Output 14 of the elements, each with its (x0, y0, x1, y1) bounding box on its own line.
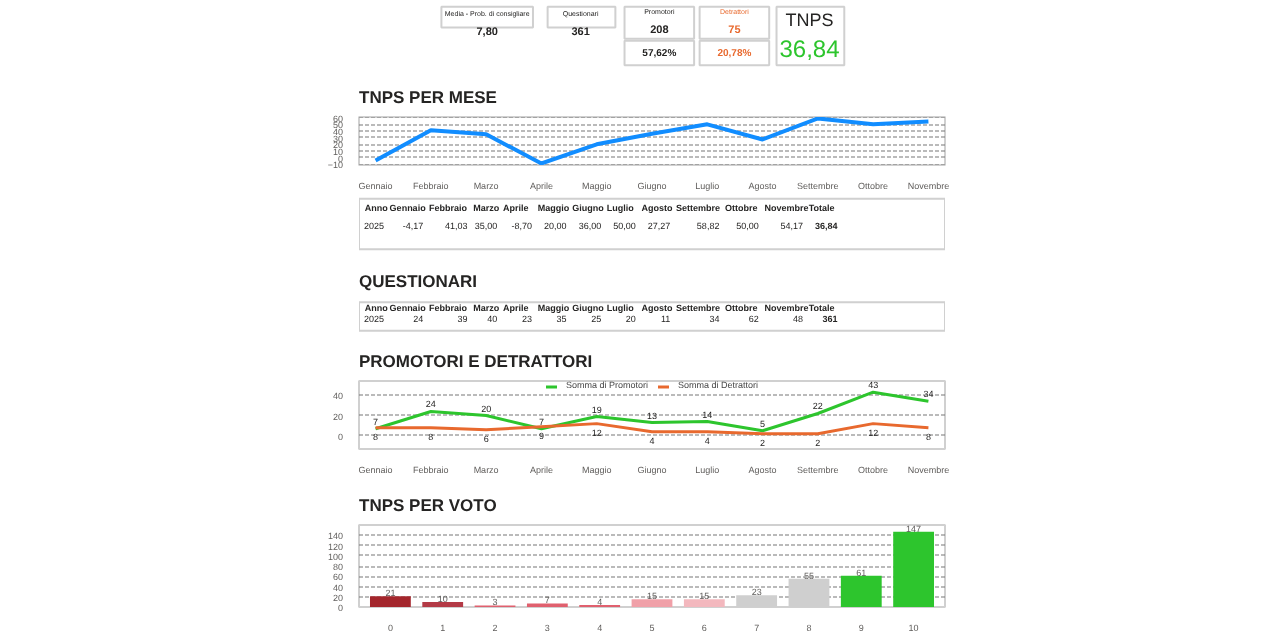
text: 36,84 (779, 35, 841, 64)
text: QUESTIONARI (359, 271, 478, 291)
bar (893, 531, 935, 607)
bar (683, 599, 725, 607)
chart-title: TNPS PER VOTO (359, 495, 498, 515)
bar (631, 599, 673, 607)
chart-title: PROMOTORI E DETRATTORI (359, 351, 593, 371)
text: TNPS (785, 9, 834, 30)
bar (369, 596, 411, 607)
bar (422, 601, 464, 607)
line-series (373, 117, 931, 165)
line-series (374, 390, 930, 433)
chart-title: TNPS PER MESE (359, 87, 498, 107)
bar (840, 575, 882, 607)
